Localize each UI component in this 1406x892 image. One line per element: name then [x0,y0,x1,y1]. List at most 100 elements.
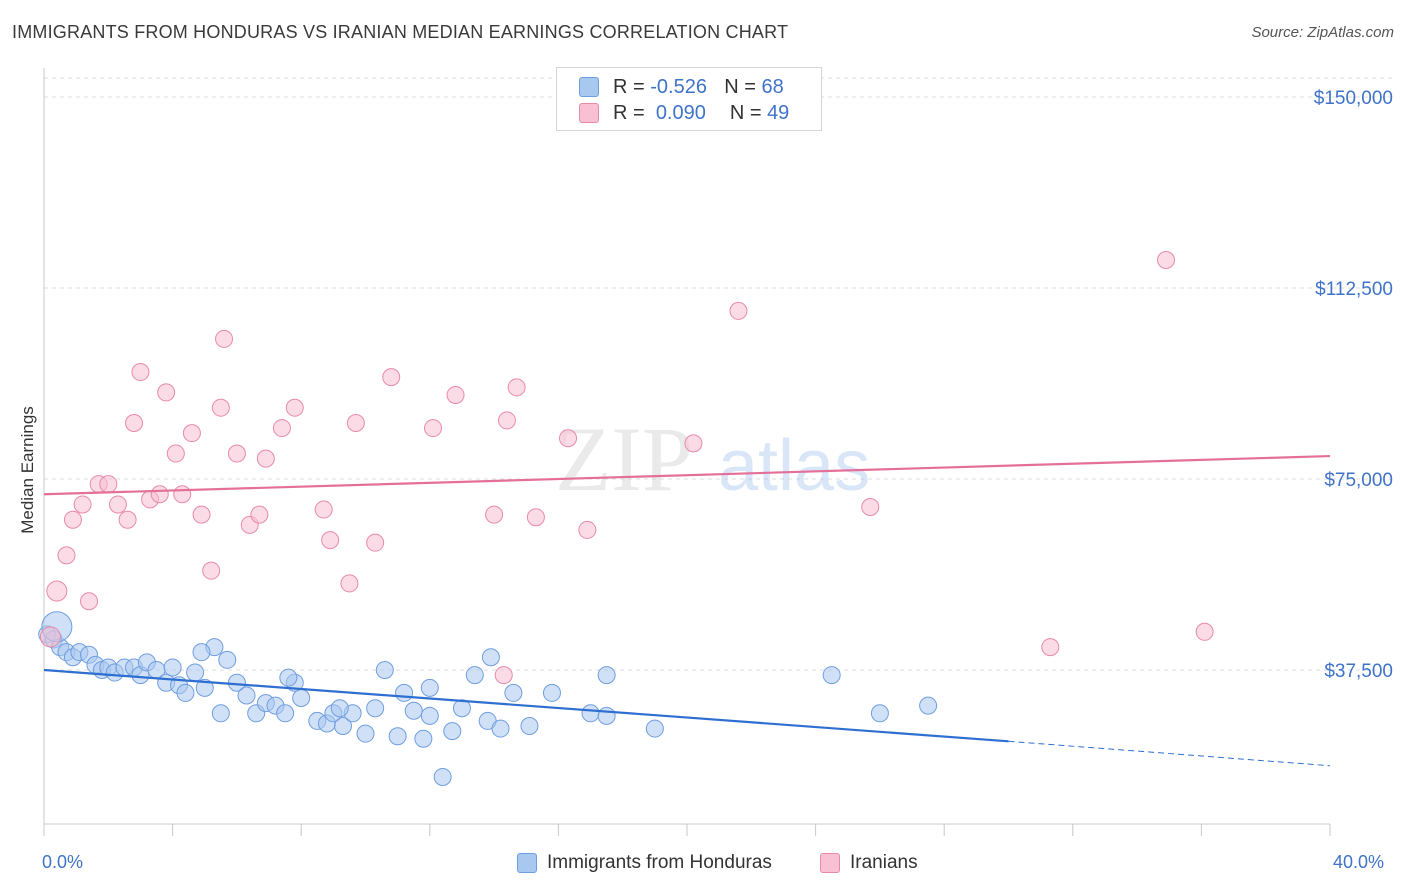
point-iranians [346,413,365,432]
point-honduras [919,696,938,715]
point-iranians [285,398,304,417]
point-iranians [340,574,359,593]
point-iranians [684,434,703,453]
point-iranians [211,398,230,417]
point-iranians [173,485,192,504]
point-iranians [382,368,401,387]
bottom-legend-swatch-iranians [820,853,840,873]
point-honduras [420,706,439,725]
point-iranians [1195,622,1214,641]
point-iranians [227,444,246,463]
point-honduras [420,678,439,697]
point-honduras [481,648,500,667]
point-honduras [333,717,352,736]
point-iranians [485,505,504,524]
point-iranians [578,520,597,539]
point-iranians [73,495,92,514]
point-iranians [157,383,176,402]
point-honduras [870,704,889,723]
point-honduras [491,719,510,738]
x-tick-label-max: 40.0% [1333,852,1385,872]
point-iranians [202,561,221,580]
point-honduras [597,706,616,725]
y-tick-label: $37,500 [1324,661,1393,682]
point-honduras [504,683,523,702]
bottom-legend-label-iranians: Iranians [850,852,918,873]
point-honduras [452,699,471,718]
point-honduras [388,727,407,746]
point-iranians [559,429,578,448]
point-iranians [182,424,201,443]
legend-swatch-honduras [579,77,599,97]
point-iranians [424,419,443,438]
point-honduras [822,666,841,685]
bottom-legend-honduras: Immigrants from Honduras [517,852,772,874]
trendline-honduras-extension [1008,740,1331,767]
legend-r-value: 0.090 [655,101,706,124]
point-iranians [118,510,137,529]
legend-n-value: 68 [761,75,784,98]
legend-r-label: R = [613,101,645,124]
legend-r-label: R = [613,75,645,98]
point-honduras [292,689,311,708]
point-honduras [597,666,616,685]
point-honduras [218,650,237,669]
y-tick-label: $112,500 [1315,279,1393,300]
legend-row-iranians: R = 0.090 N = 49 [579,100,789,126]
point-honduras [443,722,462,741]
point-iranians [256,449,275,468]
point-iranians [192,505,211,524]
legend-swatch-iranians [579,103,599,123]
point-honduras [163,658,182,677]
y-tick-label: $150,000 [1314,88,1393,109]
legend-n-label: N = [729,101,762,124]
bottom-legend-label-honduras: Immigrants from Honduras [547,852,772,873]
point-iranians [1157,250,1176,269]
point-iranians [314,500,333,519]
chart-title: IMMIGRANTS FROM HONDURAS VS IRANIAN MEDI… [12,22,789,42]
point-honduras [465,666,484,685]
bottom-legend-iranians: Iranians [820,852,918,874]
legend-r-value: -0.526 [650,75,707,98]
point-iranians [497,411,516,430]
point-iranians [150,485,169,504]
point-honduras [520,717,539,736]
point-iranians [63,510,82,529]
y-axis-title: Median Earnings [18,406,37,534]
point-iranians [1041,638,1060,657]
point-honduras [279,668,298,687]
point-honduras [404,701,423,720]
point-honduras [330,699,349,718]
legend-n-value: 49 [767,101,790,124]
watermark-zip: ZIP [555,408,693,510]
point-honduras [237,686,256,705]
correlation-legend: R = -0.526 N = 68 R = 0.090 N = 49 [556,67,822,131]
point-iranians [99,475,118,494]
point-iranians [125,413,144,432]
point-honduras [433,767,452,786]
point-honduras [276,704,295,723]
point-iranians [250,505,269,524]
point-honduras [176,683,195,702]
point-iranians [131,363,150,382]
chart-source: Source: ZipAtlas.com [1251,24,1394,41]
point-iranians [80,592,99,611]
point-iranians [507,378,526,397]
point-iranians [57,546,76,565]
point-iranians [526,508,545,527]
point-honduras [211,704,230,723]
point-honduras [395,683,414,702]
point-iranians [321,531,340,550]
point-iranians [366,533,385,552]
point-honduras [414,729,433,748]
point-iranians [494,666,513,685]
point-honduras [645,719,664,738]
y-tick-label: $75,000 [1324,470,1393,491]
point-iranians [166,444,185,463]
point-honduras [195,678,214,697]
legend-n-label: N = [724,75,756,98]
point-iranians [272,419,291,438]
legend-row-honduras: R = -0.526 N = 68 [579,74,784,100]
point-honduras [192,643,211,662]
